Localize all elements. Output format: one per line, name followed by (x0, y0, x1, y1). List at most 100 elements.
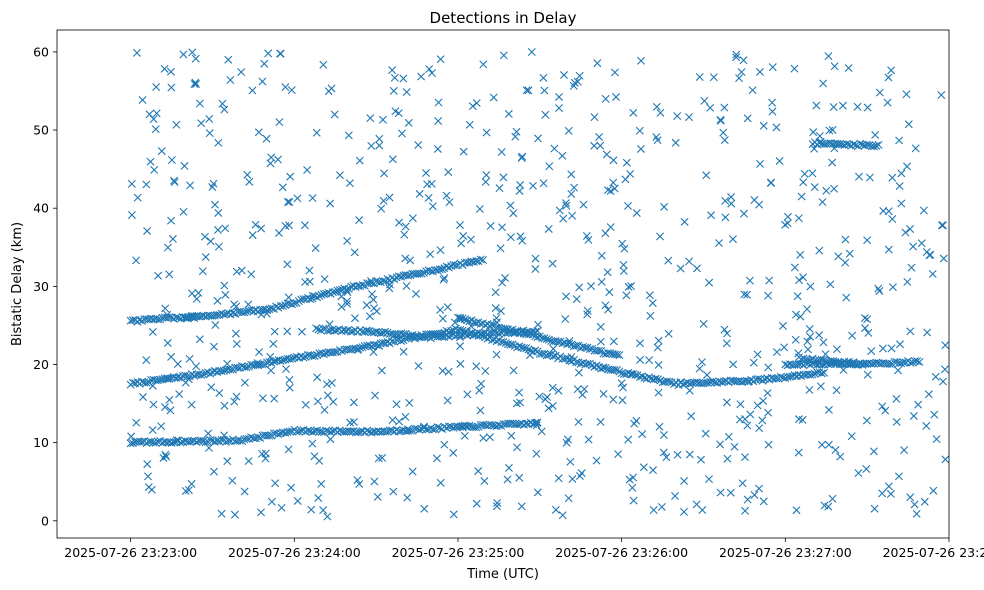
scatter-point (367, 279, 376, 288)
scatter-point (848, 331, 857, 340)
scatter-point (822, 186, 831, 195)
scatter-point (745, 276, 754, 285)
scatter-point (240, 308, 249, 317)
scatter-point (531, 418, 540, 427)
scatter-point (922, 421, 931, 430)
scatter-point (253, 359, 262, 368)
scatter-point (459, 147, 468, 156)
scatter-point (285, 383, 294, 392)
scatter-point (606, 349, 615, 358)
scatter-point (609, 395, 618, 404)
plot-area (56, 29, 950, 539)
scatter-point (538, 333, 547, 342)
scatter-point (497, 148, 506, 156)
scatter-point (610, 365, 619, 374)
scatter-point (362, 301, 371, 310)
scatter-point (210, 467, 218, 476)
scatter-point (740, 453, 749, 462)
scatter-point (488, 321, 497, 330)
scatter-point (875, 286, 884, 295)
scatter-point (179, 207, 188, 216)
scatter-point (191, 54, 200, 63)
scatter-point (498, 278, 507, 287)
scatter-point (210, 200, 219, 209)
scatter-point (156, 375, 165, 384)
scatter-point (680, 217, 689, 226)
scatter-point (716, 488, 725, 497)
scatter-point (313, 397, 322, 406)
scatter-point (345, 179, 354, 188)
scatter-point (138, 96, 147, 105)
scatter-point (335, 426, 344, 435)
scatter-point (700, 96, 709, 105)
scatter-point (544, 350, 553, 359)
scatter-point (806, 332, 815, 341)
scatter-point (192, 312, 201, 321)
scatter-point (584, 435, 593, 444)
scatter-point (870, 504, 879, 513)
scatter-point (297, 426, 306, 435)
scatter-point (322, 380, 331, 389)
scatter-point (819, 79, 828, 88)
scatter-point (558, 151, 567, 160)
scatter-point (284, 293, 293, 302)
scatter-point (593, 59, 602, 68)
scatter-point (928, 269, 937, 278)
scatter-point (618, 239, 627, 248)
scatter-point (283, 260, 292, 269)
scatter-point (856, 139, 865, 148)
scatter-point (230, 397, 239, 406)
scatter-point (615, 351, 624, 360)
scatter-point (519, 326, 528, 335)
scatter-point (564, 494, 573, 503)
scatter-point (736, 400, 745, 409)
scatter-point (495, 184, 504, 193)
scatter-point (890, 357, 899, 366)
scatter-point (567, 170, 576, 179)
scatter-point (353, 344, 362, 353)
scatter-point (602, 150, 611, 159)
scatter-point (329, 397, 338, 406)
scatter-point (821, 350, 830, 359)
scatter-point (909, 242, 918, 251)
scatter-point (172, 313, 181, 322)
scatter-point (573, 385, 582, 394)
scatter-point (367, 141, 376, 150)
scatter-point (186, 181, 195, 190)
scatter-point (374, 454, 383, 463)
scatter-point (188, 48, 197, 57)
scatter-point (791, 335, 800, 344)
scatter-point (780, 343, 789, 352)
scatter-point (286, 172, 295, 181)
scatter-point (899, 358, 908, 367)
scatter-point (592, 456, 601, 465)
scatter-point (422, 169, 431, 178)
scatter-point (831, 446, 840, 455)
scatter-point (424, 193, 433, 202)
scatter-point (195, 99, 204, 108)
scatter-point (433, 423, 442, 432)
scatter-point (370, 477, 379, 486)
scatter-point (267, 358, 276, 367)
scatter-point (560, 71, 568, 80)
scatter-point (938, 221, 947, 230)
scatter-point (808, 169, 817, 178)
scatter-point (665, 377, 674, 386)
scatter-point (716, 440, 725, 449)
scatter-point (449, 510, 458, 519)
scatter-point (306, 295, 315, 304)
scatter-point (455, 333, 464, 342)
scatter-point (906, 225, 915, 233)
scatter-point (226, 76, 235, 84)
scatter-point (204, 429, 213, 438)
scatter-point (456, 221, 465, 230)
scatter-point (824, 440, 833, 449)
scatter-point (509, 209, 518, 218)
scatter-point (142, 378, 151, 387)
scatter-point (829, 103, 838, 111)
scatter-point (266, 366, 275, 375)
scatter-point (539, 73, 548, 82)
scatter-point (527, 48, 536, 56)
scatter-point (906, 493, 915, 502)
scatter-point (791, 310, 800, 319)
